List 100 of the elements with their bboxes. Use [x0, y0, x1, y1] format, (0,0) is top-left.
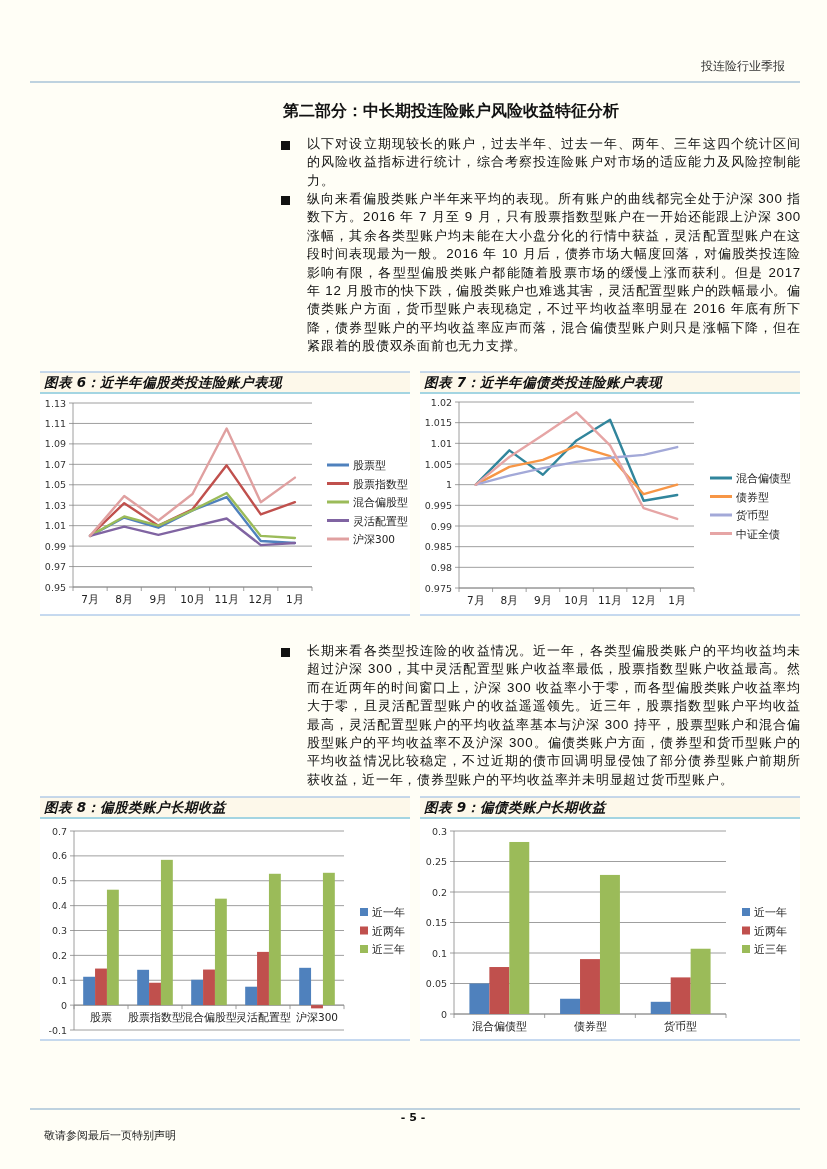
y-tick-label: 1.01: [44, 520, 66, 532]
bar: [580, 959, 600, 1014]
y-tick-label: 0.95: [44, 581, 66, 593]
bar: [509, 841, 530, 1014]
x-tick-label: 10月: [564, 594, 589, 606]
bar: [599, 874, 620, 1014]
legend-label: 混合偏债型: [736, 472, 791, 484]
y-tick-label: 0.975: [424, 582, 452, 594]
x-tick-label: 股票: [90, 1011, 112, 1024]
chart-title: 图表 8：偏股类账户长期收益: [44, 799, 228, 815]
y-tick-label: 0.7: [51, 825, 67, 837]
x-tick-label: 货币型: [664, 1020, 698, 1032]
line-series: [474, 418, 679, 502]
y-tick-label: 1.07: [44, 458, 66, 470]
legend-label: 债券型: [736, 490, 769, 503]
y-tick-label: 0.2: [51, 949, 67, 961]
bar: [690, 948, 711, 1014]
legend-label: 近三年: [372, 943, 405, 955]
y-tick-label: 0.6: [51, 850, 67, 862]
chart-title: 图表 9：偏债类账户长期收益: [424, 799, 608, 815]
y-tick-label: 0.05: [425, 978, 447, 989]
bar: [245, 986, 258, 1006]
legend-label: 中证全债: [736, 527, 780, 540]
bar: [160, 859, 173, 1006]
line-series: [88, 517, 297, 547]
y-tick-label: -0.1: [48, 1024, 67, 1036]
bar: [83, 976, 96, 1006]
bar: [670, 977, 691, 1014]
y-tick-label: 0.2: [431, 886, 447, 898]
y-tick-label: 0.995: [424, 499, 452, 511]
line-series: [474, 411, 679, 521]
legend-label: 近两年: [754, 924, 787, 937]
bar: [149, 982, 161, 1006]
y-tick-label: 0.985: [424, 541, 452, 553]
x-tick-label: 灵活配置型: [235, 1011, 291, 1024]
bar: [469, 983, 490, 1014]
y-tick-label: 0.99: [44, 540, 66, 552]
chart-title: 图表 6：近半年偏股类投连险账户表现: [44, 374, 284, 390]
y-tick-label: 0.99: [430, 520, 452, 532]
text: 敬请参阅最后一页特别声明: [44, 1129, 176, 1142]
y-tick-label: 1.09: [44, 438, 66, 450]
text: 第二部分：中长期投连险账户风险收益特征分析: [282, 102, 619, 120]
x-tick-label: 11月: [597, 594, 623, 606]
text: 投连险行业季报: [700, 59, 785, 73]
bar: [106, 889, 119, 1006]
y-tick-label: 1: [445, 479, 452, 491]
x-tick-label: 混合偏债型: [471, 1020, 527, 1032]
y-tick-label: 0: [440, 1008, 447, 1020]
legend-label: 近两年: [372, 924, 405, 937]
y-tick-label: 1.11: [44, 417, 66, 429]
text: 以下对设立期现较长的账户，过去半年、过去一年、两年、三年这四个统计区间的风险收益指标进行统计，综合考察投连险账户对市场的适应能力及风险控制能力。: [307, 135, 801, 190]
y-tick-label: 0.97: [44, 561, 66, 573]
y-tick-label: 0.5: [51, 875, 67, 887]
bar: [191, 979, 204, 1006]
y-tick-label: 0: [60, 999, 67, 1011]
x-tick-label: 12月: [631, 594, 656, 606]
bar: [203, 969, 215, 1006]
y-tick-label: 1.05: [44, 479, 66, 491]
y-tick-label: 1.02: [430, 396, 452, 408]
x-tick-label: 12月: [248, 593, 273, 605]
bar: [311, 1005, 323, 1009]
bar: [95, 968, 107, 1006]
x-tick-label: 混合偏股型: [181, 1011, 237, 1024]
legend-label: 股票指数型: [353, 477, 408, 490]
bar: [214, 898, 227, 1006]
y-tick-label: 1.005: [424, 458, 452, 470]
y-tick-label: 0.4: [51, 900, 67, 912]
bar: [650, 1001, 671, 1014]
text: - 5 -: [400, 1111, 426, 1124]
line-series: [88, 427, 297, 538]
x-tick-label: 9月: [534, 594, 552, 606]
x-tick-label: 7月: [466, 594, 485, 606]
y-tick-label: 1.015: [424, 417, 452, 429]
x-tick-label: 债券型: [573, 1020, 607, 1032]
legend-label: 混合偏股型: [353, 496, 408, 508]
legend-label: 沪深300: [353, 533, 396, 545]
text: 长期来看各类型投连险的收益情况。近一年，各类型偏股类账户的平均收益均未超过沪深 300，其中灵活配置型账户收益率最低，股票指数型账户收益最高。然而在近两年的时间窗口上，沪深 300 收益率小于零，而各型偏股类账户收益率均大于零，且灵活配置型账户的收益遥遥领先。近三年，股票指数型账户平均收益最高，灵活配置型账户的平均收益率基本与沪深 300 持平，股票型账户和混合偏股型账户的平均收益率不及沪深 300。偏债类账户方面，债券型和货币型账户的平均收益情况比较稳定，不过近期的债市回调明显侵蚀了部分债券型账户前期所获收益，近一年，债券型账户的平均收益率并未明显超过货币型账户。: [307, 642, 801, 789]
x-tick-label: 8月: [500, 594, 519, 606]
legend-label: 近一年: [754, 906, 787, 918]
legend-label: 近一年: [372, 906, 405, 918]
bar: [489, 967, 510, 1014]
bar: [322, 872, 335, 1006]
y-tick-label: 1.01: [430, 437, 452, 449]
x-tick-label: 9月: [149, 593, 168, 605]
legend-label: 货币型: [736, 509, 769, 521]
x-tick-label: 1月: [668, 594, 687, 606]
y-tick-label: 1.13: [44, 397, 66, 409]
y-tick-label: 1.03: [44, 499, 66, 511]
y-tick-label: 0.98: [430, 561, 452, 573]
y-tick-label: 0.15: [425, 917, 447, 928]
y-tick-label: 0.3: [51, 925, 67, 936]
x-tick-label: 7月: [81, 593, 99, 605]
chart-title: 图表 7：近半年偏债类投连险账户表现: [424, 374, 664, 390]
text: 纵向来看偏股类账户半年来平均的表现。所有账户的曲线都完全处于沪深 300 指数下方。2016 年 7 月至 9 月，只有股票指数型账户在一开始还能跟上沪深 300 涨幅，其余各类型账户均未能在大小盘分化的行情中获益，灵活配置型账户在这段时间表现最为一般。2016 年 10 月后，债券市场大幅度回落，对偏股类投连险影响有限，各型型偏股类账户都能随着股票市场的缓慢上涨而获利。但是 2017 年 12 月股市的快下跌，偏股类账户也难逃其害，灵活配置型账户的跌幅最小。偏债类账户方面，货币型账户表现稳定，不过平均收益率明显在 2016 年底有所下降，债券型账户的平均收益率应声而落，混合偏债型账户则只是涨幅下降，但在紧跟着的股债双杀面前也无力支撑。: [307, 191, 801, 354]
y-tick-label: 0.3: [431, 825, 447, 837]
x-tick-label: 11月: [214, 593, 239, 605]
x-tick-label: 8月: [115, 593, 134, 605]
bar: [137, 969, 150, 1006]
x-tick-label: 沪深300: [295, 1011, 339, 1024]
x-tick-label: 10月: [180, 593, 205, 605]
